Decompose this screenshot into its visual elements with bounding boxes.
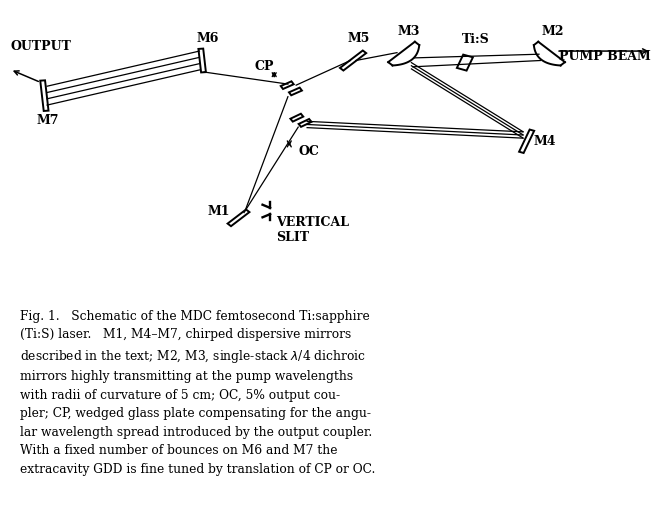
Text: M7: M7 (36, 114, 59, 127)
Text: OUTPUT: OUTPUT (10, 40, 71, 53)
Text: Ti:S: Ti:S (462, 32, 489, 45)
Text: VERTICAL
SLIT: VERTICAL SLIT (276, 216, 349, 244)
Text: Fig. 1.   Schematic of the MDC femtosecond Ti:sapphire
(Ti:S) laser.   M1, M4–M7: Fig. 1. Schematic of the MDC femtosecond… (20, 309, 375, 475)
Text: M4: M4 (533, 135, 556, 147)
Text: M6: M6 (197, 32, 219, 45)
Text: M2: M2 (542, 25, 564, 38)
Text: CP: CP (255, 60, 275, 73)
Text: M5: M5 (348, 32, 370, 45)
Text: OC: OC (298, 145, 319, 158)
Text: PUMP BEAM: PUMP BEAM (559, 50, 650, 63)
Text: M3: M3 (398, 25, 420, 38)
Text: M1: M1 (207, 204, 230, 217)
